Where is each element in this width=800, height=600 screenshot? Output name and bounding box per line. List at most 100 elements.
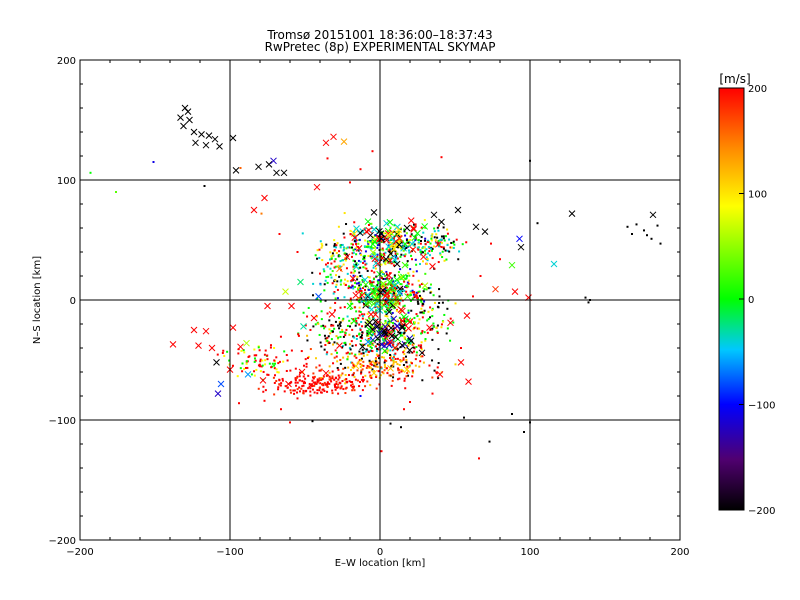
dot-point xyxy=(389,422,392,425)
dot-point xyxy=(429,247,432,250)
dot-point xyxy=(362,266,365,269)
dot-point xyxy=(403,289,406,292)
cross-point xyxy=(371,253,378,260)
dot-point xyxy=(336,297,339,300)
dot-point xyxy=(360,283,363,286)
dot-point xyxy=(354,248,357,251)
dot-point xyxy=(289,389,292,392)
dot-point xyxy=(346,280,349,283)
dot-point xyxy=(408,243,411,246)
dot-point xyxy=(397,246,400,249)
dot-point xyxy=(344,366,347,369)
dot-point xyxy=(404,320,407,323)
dot-point xyxy=(361,337,364,340)
dot-point xyxy=(354,378,357,381)
dot-point xyxy=(344,332,347,335)
dot-point xyxy=(409,361,412,364)
dot-point xyxy=(422,246,425,249)
dot-point xyxy=(253,348,256,351)
dot-point xyxy=(308,385,311,388)
dot-point xyxy=(412,328,415,331)
cross-point xyxy=(412,291,420,299)
dot-point xyxy=(320,242,323,245)
dot-point xyxy=(285,354,288,357)
dot-point xyxy=(340,385,343,388)
dot-point xyxy=(266,373,269,376)
dot-point xyxy=(334,301,337,304)
dot-point xyxy=(337,378,340,381)
dot-point xyxy=(371,150,374,153)
dot-point xyxy=(392,356,395,359)
dot-point xyxy=(384,259,387,262)
dot-point xyxy=(353,240,356,243)
dot-point xyxy=(304,377,307,380)
dot-point xyxy=(431,338,434,341)
dot-point xyxy=(295,376,298,379)
dot-point xyxy=(335,335,338,338)
dot-point xyxy=(365,348,368,351)
dot-point xyxy=(411,291,414,294)
dot-point xyxy=(399,255,402,258)
dot-point xyxy=(384,366,387,369)
dot-point xyxy=(378,357,381,360)
dot-point xyxy=(376,246,379,249)
dot-point xyxy=(310,383,313,386)
dot-point xyxy=(382,249,385,252)
dot-point xyxy=(337,386,340,389)
dot-point xyxy=(339,246,342,249)
dot-point xyxy=(390,358,393,361)
dot-point xyxy=(407,239,410,242)
dot-point xyxy=(336,386,339,389)
dot-point xyxy=(373,369,376,372)
dot-point xyxy=(403,317,406,320)
dot-point xyxy=(319,272,321,275)
dot-point xyxy=(371,350,374,353)
dot-point xyxy=(334,285,337,288)
cross-point xyxy=(232,167,240,174)
dot-point xyxy=(385,270,388,273)
dot-point xyxy=(345,223,348,226)
dot-point xyxy=(410,233,413,236)
dot-point xyxy=(257,346,260,349)
dot-point xyxy=(425,256,428,259)
cross-point xyxy=(383,290,391,297)
dot-point xyxy=(405,290,408,293)
dot-point xyxy=(373,317,376,320)
dot-point xyxy=(435,233,438,236)
dot-point xyxy=(449,246,452,249)
dot-point xyxy=(374,302,377,305)
cross-point xyxy=(198,131,205,138)
cross-point xyxy=(430,211,438,219)
cross-point xyxy=(411,234,419,241)
cross-point xyxy=(363,300,371,307)
dot-point xyxy=(397,240,400,243)
dot-point xyxy=(323,283,326,286)
dot-point xyxy=(358,300,361,303)
dot-point xyxy=(363,256,366,259)
cross-point xyxy=(421,282,429,289)
dot-point xyxy=(279,335,282,338)
cross-point xyxy=(202,141,210,149)
dot-point xyxy=(318,377,321,380)
dot-point xyxy=(369,255,372,258)
cross-point xyxy=(381,347,389,355)
y-tick-label: 100 xyxy=(57,176,76,187)
dot-point xyxy=(656,224,659,227)
cross-point xyxy=(270,157,277,165)
dot-point xyxy=(330,353,333,356)
dot-point xyxy=(359,395,362,397)
dot-point xyxy=(339,306,342,309)
cross-point xyxy=(177,114,184,121)
dot-point xyxy=(318,256,321,259)
dot-point xyxy=(350,381,353,384)
dot-point xyxy=(359,365,362,368)
dot-point xyxy=(416,327,419,330)
dot-point xyxy=(320,368,323,371)
dot-point xyxy=(398,301,401,304)
dot-point xyxy=(396,343,399,346)
dot-point xyxy=(383,369,386,372)
dot-point xyxy=(393,261,396,264)
cross-point xyxy=(516,235,523,243)
dot-point xyxy=(448,238,451,241)
dot-point xyxy=(304,381,307,384)
